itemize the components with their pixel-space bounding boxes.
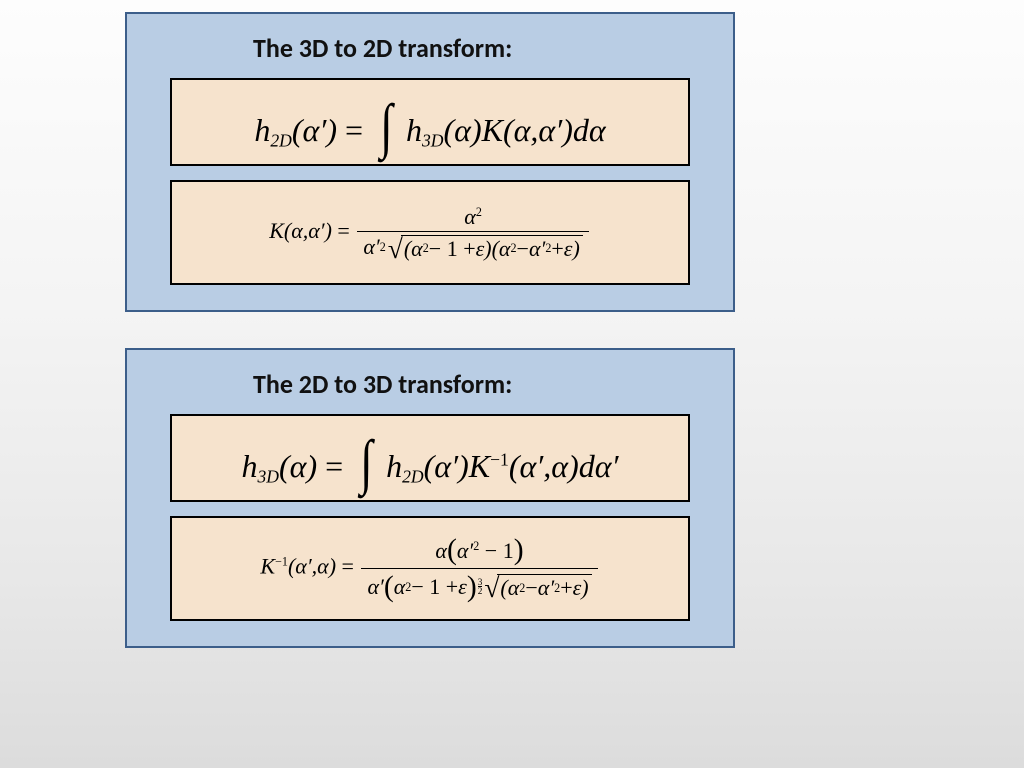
formula-h3d-integral: h3D(α) = ∫ h2D(α′)K−1(α′,α)dα′ bbox=[170, 414, 690, 502]
formula-h2d-integral: h2D(α′) = ∫ h3D(α)K(α,α′)dα bbox=[170, 78, 690, 166]
panel-2d-to-3d: The 2D to 3D transform: h3D(α) = ∫ h2D(α… bbox=[125, 348, 735, 648]
panel-3d-to-2d: The 3D to 2D transform: h2D(α′) = ∫ h3D(… bbox=[125, 12, 735, 312]
formula-kernel-k: K(α,α′) = α2 α′2 √ (α2 − 1 + ε)(α2 − α′2… bbox=[170, 180, 690, 285]
panel-title-3d-to-2d: The 3D to 2D transform: bbox=[253, 32, 711, 64]
formula-kernel-k-inverse: K−1(α′,α) = α(α′2 − 1) α′(α2 − 1 + ε)32 … bbox=[170, 516, 690, 621]
panel-title-2d-to-3d: The 2D to 3D transform: bbox=[253, 368, 711, 400]
